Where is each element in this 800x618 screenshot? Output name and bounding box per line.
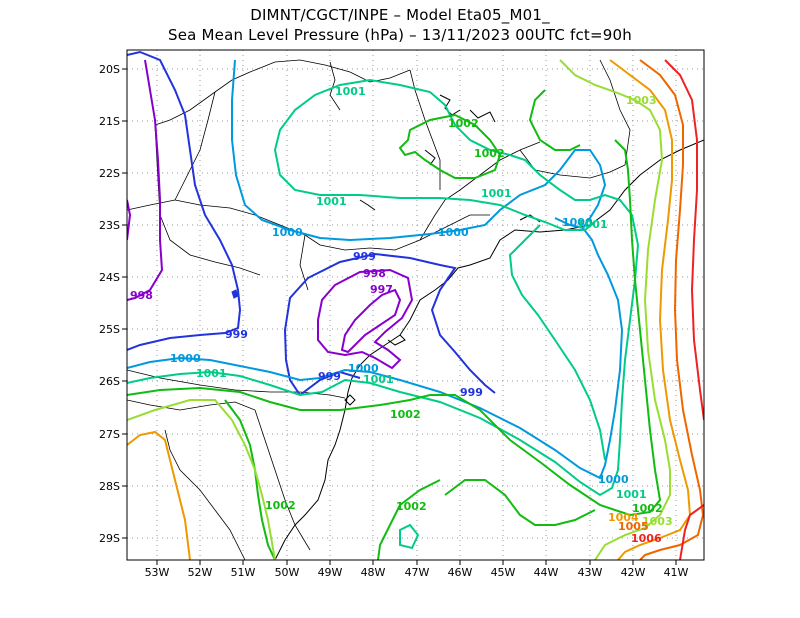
label-1005: 1005 [618,520,649,533]
lat-label: 29S [99,532,120,545]
label-1000-north: 1000 [272,226,303,239]
lon-label: 47W [405,566,430,579]
label-1000-center: 1000 [438,226,469,239]
isobar-1006-south [679,504,704,560]
label-1001-north: 1001 [335,85,366,98]
lon-label: 43W [578,566,603,579]
lon-label: 49W [318,566,343,579]
lat-label: 26S [99,375,120,388]
grid-lines [127,50,704,560]
state-borders [127,59,631,560]
isobar-1006 [664,59,704,421]
label-1000-se: 1000 [598,473,629,486]
isobar-1000-north [231,59,607,242]
lat-label: 20S [99,63,120,76]
label-1003-se: 1003 [642,515,673,528]
isobar-999-sw [299,370,361,396]
lon-label: 48W [361,566,386,579]
isobar-999-center [283,252,496,396]
lat-label: 21S [99,115,120,128]
label-997: 997 [370,283,393,296]
label-1000-west: 1000 [170,352,201,365]
label-999-sw: 999 [318,370,341,383]
lat-label: 28S [99,480,120,493]
lon-label: 46W [448,566,473,579]
lat-label: 22S [99,167,120,180]
label-1002-center: 1002 [390,408,421,421]
isobar-1004 [127,430,191,560]
isobar-998-dot [231,289,239,299]
lon-label: 51W [231,566,256,579]
isobar-1002-east [377,479,441,560]
label-999: 999 [353,250,376,263]
isobar-999 [127,50,242,351]
lon-label: 50W [275,566,300,579]
label-1001-east: 1001 [481,187,512,200]
lon-label: 41W [664,566,689,579]
isobar-998-low [317,268,414,370]
isobar-1002-ne [528,89,581,151]
label-1001-south: 1001 [363,373,394,386]
isobar-998-edge [127,199,132,241]
lon-label: 42W [621,566,646,579]
label-1002-south: 1002 [396,500,427,513]
isobar-1001 [127,78,640,497]
latitude-labels: 20S 21S 22S 23S 24S 25S 26S 27S 28S 29S [99,63,120,545]
isobar-1002-lake [398,113,502,179]
coastline [274,94,704,560]
lat-label: 23S [99,219,120,232]
isobars [127,50,704,560]
lat-label: 25S [99,323,120,336]
label-1004: 1004 [608,511,639,524]
label-1001-se: 1001 [616,488,647,501]
label-1002-lake2: 1002 [474,147,505,160]
tick-marks [122,68,677,565]
isobar-1002-main [127,139,662,517]
isobar-1003-east [559,59,671,560]
label-999-se: 999 [460,386,483,399]
isobar-1004-east [609,59,692,560]
label-1000-south: 1000 [348,362,379,375]
lon-label: 44W [534,566,559,579]
lon-label: 53W [145,566,170,579]
label-1000-ne: 1000 [562,216,593,229]
lon-label: 45W [491,566,516,579]
isobar-1005 [639,59,704,560]
isobar-1001-coast [508,224,606,461]
isobar-1002-south [224,399,276,560]
contour-labels: 997 998 998 999 999 999 999 1000 1000 10… [130,85,673,545]
isobar-1003 [127,399,276,560]
label-1003-ne: 1003 [626,94,657,107]
label-1006: 1006 [631,532,662,545]
label-1002-sw: 1002 [265,499,296,512]
label-1001-west: 1001 [196,367,227,380]
plot-frame [126,49,705,561]
lat-label: 27S [99,428,120,441]
label-999-west: 999 [225,328,248,341]
label-1002-lake: 1002 [448,117,479,130]
map-title-line2: Sea Mean Level Pressure (hPa) – 13/11/20… [168,26,632,44]
isobar-1002-se [444,479,596,526]
isobar-1000 [127,227,624,480]
isobar-997 [340,288,402,354]
longitude-labels: 53W 52W 51W 50W 49W 48W 47W 46W 45W 44W … [145,566,689,579]
label-998: 998 [363,267,386,280]
label-1002-se: 1002 [632,502,663,515]
lon-label: 52W [188,566,213,579]
label-1001-ne: 1001 [577,218,608,231]
label-998-west: 998 [130,289,153,302]
isobar-1002-blob [399,523,420,550]
lat-label: 24S [99,271,120,284]
isobar-998-west [127,59,164,301]
label-1001-center: 1001 [316,195,347,208]
map-title-line1: DIMNT/CGCT/INPE – Model Eta05_M01_ [250,6,550,24]
